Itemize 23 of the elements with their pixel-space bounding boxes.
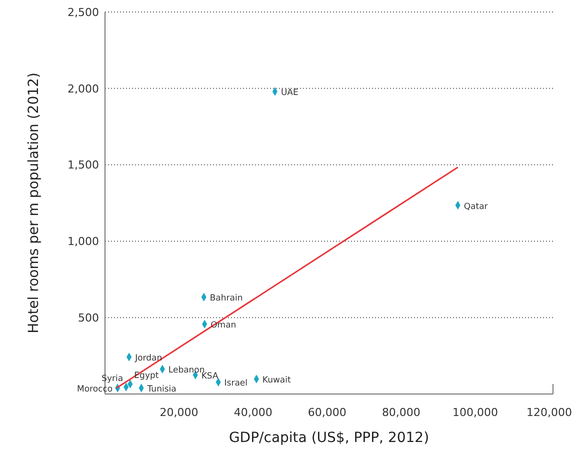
annotation: Jordan bbox=[134, 354, 162, 364]
x-axis-title: GDP/capita (US$, PPP, 2012) bbox=[228, 430, 430, 446]
y-axis-title: Hotel rooms per m population (2012) bbox=[26, 72, 42, 334]
annotation: Bahrain bbox=[210, 294, 243, 304]
y-tick-label: 500 bbox=[78, 311, 99, 324]
annotation: Qatar bbox=[464, 202, 488, 212]
x-tick-label: 20,000 bbox=[160, 406, 198, 419]
annotation: KSA bbox=[201, 372, 218, 382]
y-tick-label: 2,500 bbox=[68, 6, 99, 19]
x-tick-label: 80,000 bbox=[382, 406, 420, 419]
y-tick-label: 1,500 bbox=[68, 158, 99, 172]
x-tick-label: 100,000 bbox=[452, 406, 498, 419]
x-tick-label: 120,000 bbox=[526, 406, 572, 419]
annotation: UAE bbox=[280, 88, 298, 98]
annotation: Oman bbox=[210, 320, 236, 331]
y-tick-label: 1,000 bbox=[68, 235, 99, 248]
y-tick-label: 2,000 bbox=[68, 82, 99, 96]
annotation: Tunisia bbox=[146, 384, 176, 395]
x-tick-label: 60,000 bbox=[308, 406, 346, 419]
annotation: Kuwait bbox=[262, 376, 292, 386]
annotation: Egypt bbox=[134, 371, 160, 382]
x-tick-label: 40,000 bbox=[234, 406, 272, 419]
annotation: Israel bbox=[224, 378, 248, 389]
